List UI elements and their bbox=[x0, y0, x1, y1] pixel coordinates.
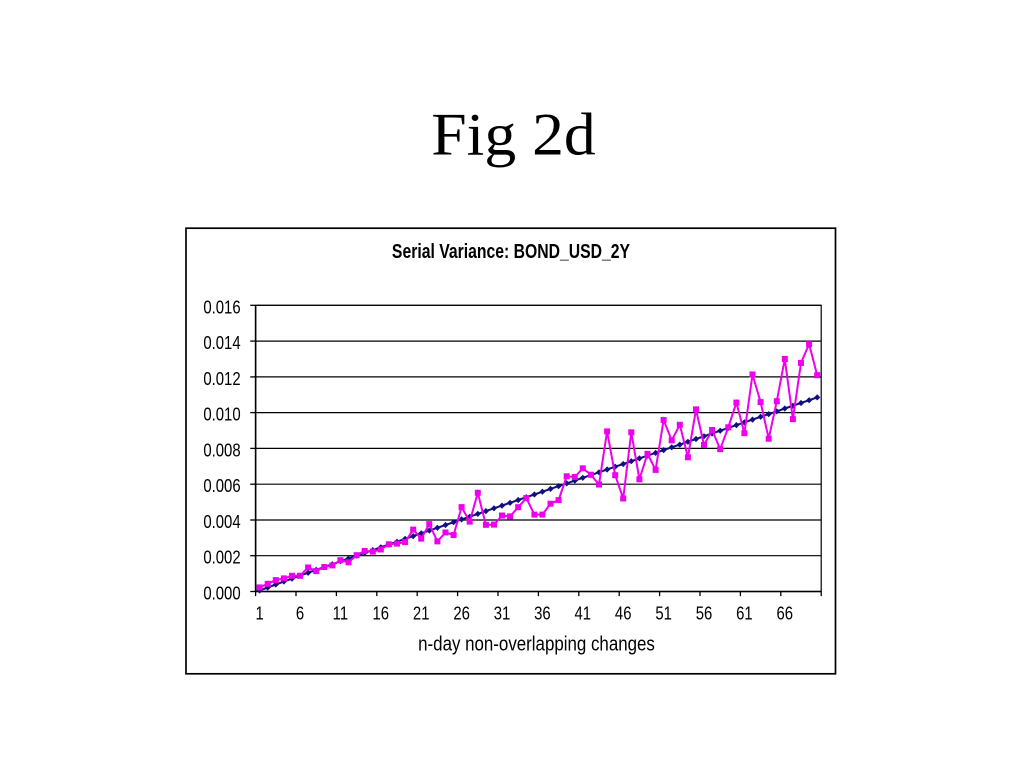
svg-text:0.002: 0.002 bbox=[203, 547, 240, 568]
svg-text:51: 51 bbox=[655, 603, 672, 624]
svg-text:11: 11 bbox=[333, 603, 348, 624]
svg-text:46: 46 bbox=[615, 603, 632, 624]
svg-text:56: 56 bbox=[696, 603, 713, 624]
svg-text:66: 66 bbox=[777, 603, 794, 624]
svg-text:0.012: 0.012 bbox=[203, 368, 240, 389]
svg-text:16: 16 bbox=[373, 603, 390, 624]
svg-text:6: 6 bbox=[296, 603, 304, 624]
svg-text:1: 1 bbox=[255, 603, 263, 624]
svg-text:0.000: 0.000 bbox=[203, 583, 240, 604]
svg-text:61: 61 bbox=[736, 603, 753, 624]
svg-text:n-day non-overlapping changes: n-day non-overlapping changes bbox=[418, 632, 655, 655]
svg-text:26: 26 bbox=[453, 603, 470, 624]
svg-text:0.010: 0.010 bbox=[203, 404, 240, 425]
svg-text:Fig 2d: Fig 2d bbox=[431, 102, 595, 168]
svg-text:0.008: 0.008 bbox=[203, 440, 240, 461]
svg-text:31: 31 bbox=[494, 603, 511, 624]
svg-text:0.014: 0.014 bbox=[203, 333, 240, 354]
svg-text:0.004: 0.004 bbox=[203, 512, 240, 533]
svg-text:36: 36 bbox=[534, 603, 551, 624]
svg-text:Serial Variance: BOND_USD_2Y: Serial Variance: BOND_USD_2Y bbox=[392, 240, 630, 262]
svg-text:0.006: 0.006 bbox=[203, 476, 240, 497]
svg-text:0.016: 0.016 bbox=[203, 297, 240, 318]
svg-text:41: 41 bbox=[575, 603, 592, 624]
svg-text:21: 21 bbox=[413, 603, 430, 624]
